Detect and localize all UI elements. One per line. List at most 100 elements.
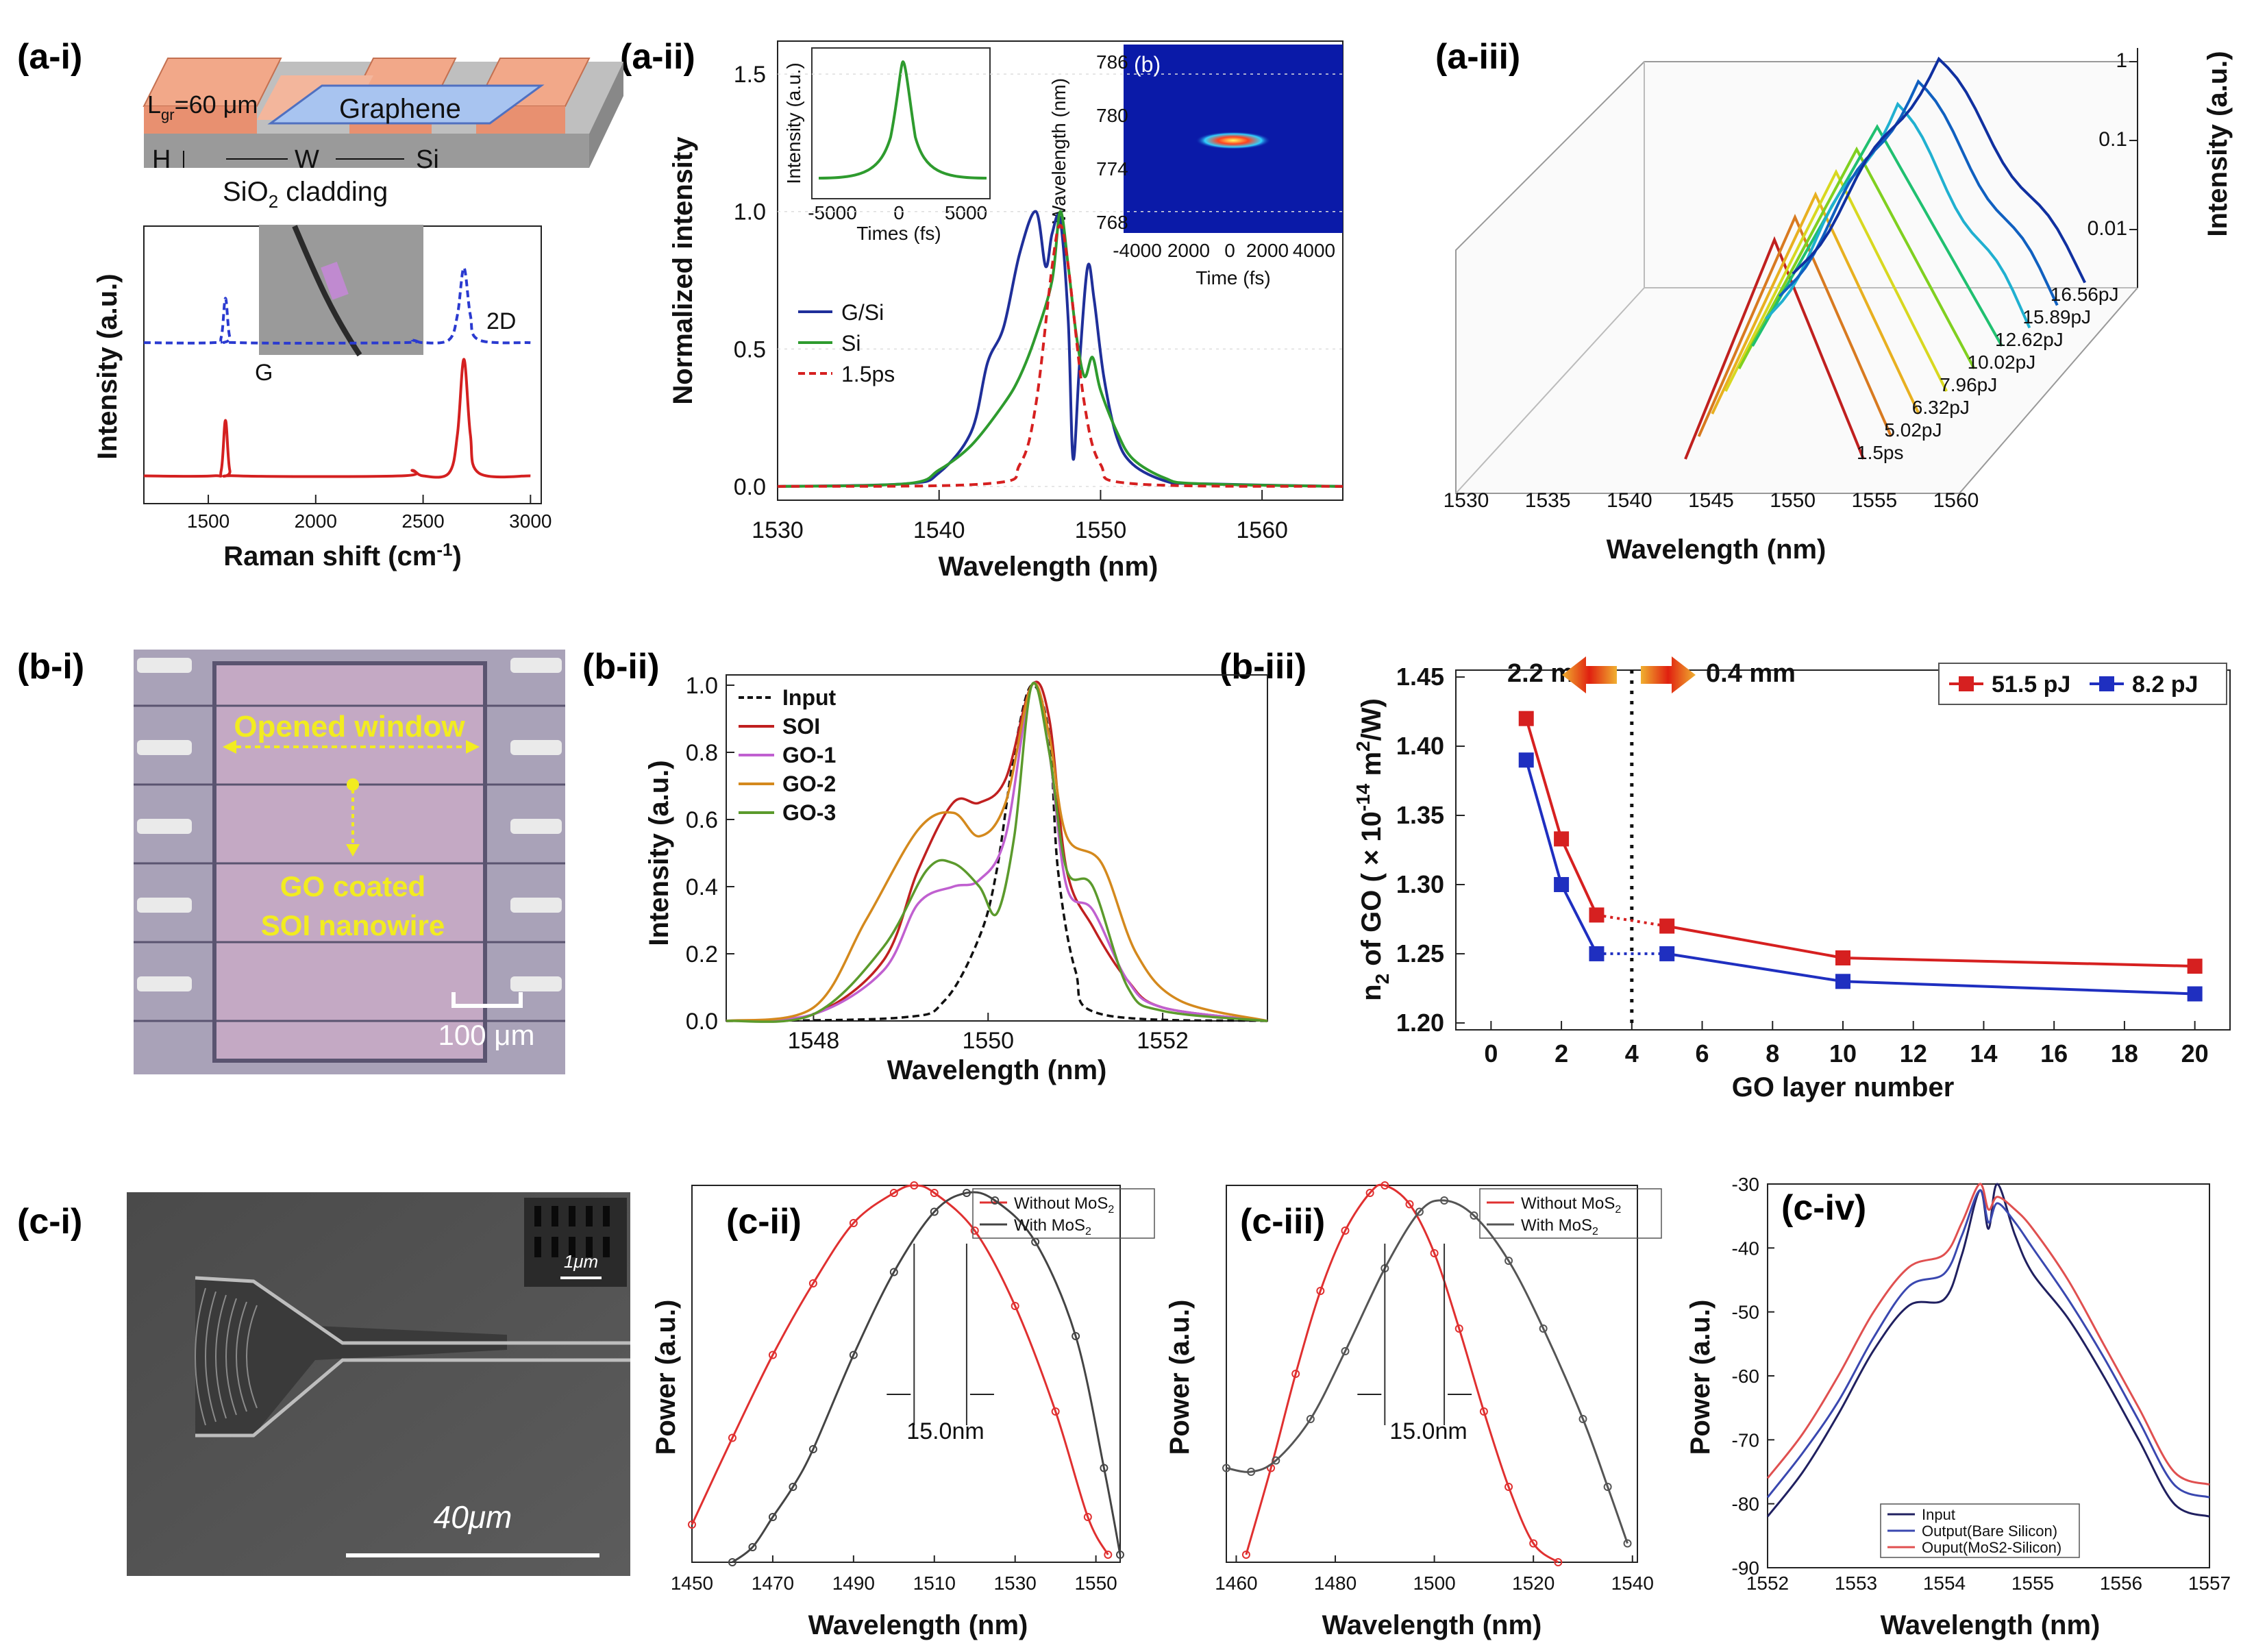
opened-window-label: Opened window	[234, 710, 465, 743]
b-iii-point-1-2	[1589, 946, 1605, 961]
b-ii-ytick-4: 0.8	[686, 740, 718, 766]
sem-image: 1μm 40μm	[127, 1192, 630, 1576]
inset2-xlabel: Time (fs)	[1196, 267, 1270, 288]
ch-c_iii-marker-1-8	[1470, 1211, 1478, 1220]
c-iv-ytick-3: -60	[1732, 1366, 1759, 1387]
ch-c_iii-xtick-2: 1500	[1413, 1573, 1455, 1594]
ch-c_ii-marker-1-4	[808, 1445, 817, 1453]
frame-c-ii	[691, 1185, 1121, 1563]
ch-c_iii-marker-1-7	[1440, 1196, 1449, 1205]
ch-c_ii-marker-0-11	[1083, 1513, 1092, 1521]
ch-c_ii-series-1	[732, 1191, 1122, 1564]
b-ii-xtick-2: 1552	[1137, 1028, 1189, 1054]
waterfall-chart-a-iii: Wavelength (nm) Intensity (a.u.) 1530 153…	[1444, 48, 2233, 565]
c-iv-series-1	[1766, 1189, 2210, 1499]
a-ii-series-1	[777, 210, 1343, 488]
b-iii-ytick-3: 1.35	[1396, 801, 1444, 829]
b-iii-point-0-3	[1659, 918, 1675, 934]
a-ii-ytick-1: 0.5	[734, 336, 766, 362]
ch-c_iii-series-1	[1226, 1199, 1628, 1544]
a-ii-ytick-0: 0.0	[734, 474, 766, 500]
frame-c-iv	[1767, 1183, 2210, 1568]
c-iv-legend-label-1: Output(Bare Silicon)	[1922, 1522, 2057, 1540]
c-iv-ytick-0: -90	[1732, 1557, 1759, 1579]
a-ii-legend-label-0: G/Si	[841, 300, 884, 325]
b-iii-legend-box	[1938, 663, 2227, 705]
ch-c_ii-xtick-4: 1530	[994, 1573, 1037, 1594]
graphene-sheet	[267, 84, 545, 125]
a-ii-ylabel: Normalized intensity	[668, 136, 698, 405]
ch-c_iii-marker-0-10	[1479, 1407, 1488, 1416]
spectrum-chart-c-iii: (c-iii) Power (a.u.) Wavelength (nm) 146…	[1165, 1181, 1662, 1640]
ch-c_iii-marker-1-10	[1539, 1324, 1548, 1333]
c-iv-ytick-5: -40	[1732, 1237, 1759, 1259]
a-iii-series-label-6: 15.89pJ	[2022, 306, 2091, 328]
b-iii-point-0-0	[1518, 711, 1534, 726]
a-iii-series-8	[1792, 56, 2086, 284]
ch-c_ii-legend-sub-1: 2	[1085, 1226, 1091, 1237]
ch-c_ii-marker-1-11	[1072, 1332, 1080, 1340]
ch-c_iii-marker-0-7	[1405, 1200, 1414, 1209]
b-ii-ytick-2: 0.4	[686, 874, 718, 900]
b-ii-xtick-0: 1548	[788, 1028, 840, 1054]
spectrum-chart-c-iv: (c-iv) Power (a.u.) Wavelength (nm) -90 -…	[1685, 1174, 2231, 1640]
b-ii-legend-label-4: GO-3	[782, 800, 836, 825]
go-coated-label-1: GO coated	[280, 870, 425, 902]
panel-label-a-i: (a-i)	[17, 37, 82, 77]
ch-c_ii-marker-1-3	[789, 1483, 797, 1491]
b-iii-xtick-2: 4	[1625, 1039, 1639, 1068]
scale-label-b-i: 100 μm	[438, 1019, 535, 1051]
ch-c_ii-marker-1-7	[930, 1207, 939, 1216]
b-ii-legend-label-1: SOI	[782, 714, 820, 739]
si-label: Si	[416, 145, 439, 174]
panel-label-c-iv: (c-iv)	[1781, 1188, 1866, 1228]
c-iii-xlabel: Wavelength (nm)	[1322, 1610, 1542, 1640]
raman-series-1	[143, 358, 531, 479]
c-iv-ylabel: Power (a.u.)	[1685, 1300, 1716, 1455]
b-ii-legend-label-2: GO-1	[782, 743, 836, 767]
a-iii-series-label-5: 12.62pJ	[1995, 329, 2064, 350]
ch-c_iii-legend-box	[1479, 1188, 1662, 1239]
b-iii-legend-label-1: 8.2 pJ	[2132, 671, 2198, 698]
c-ii-ylabel: Power (a.u.)	[651, 1300, 681, 1455]
inset1-xlabel: Times (fs)	[856, 223, 941, 244]
a-iii-xlabel: Wavelength (nm)	[1607, 534, 1826, 565]
inset2-xtick-3: 0	[1224, 240, 1235, 261]
a-ii-legend-label-1: Si	[841, 331, 860, 356]
a-iii-xtick-6: 1560	[1933, 489, 1979, 512]
ch-c_ii-marker-1-12	[1100, 1464, 1109, 1472]
inset2-label: (b)	[1134, 52, 1161, 77]
lgr-label: Lgr=60 μm	[147, 90, 258, 123]
a-ii-series-0	[777, 210, 1343, 488]
h-label: H	[152, 145, 171, 174]
inset2-ytick-2: 780	[1096, 105, 1128, 126]
ch-c_iii-series-0	[1245, 1183, 1559, 1564]
a-iii-series-label-4: 10.02pJ	[1968, 352, 2036, 373]
inset2-ytick-4: 768	[1096, 212, 1128, 233]
inset2-ytick-1: 786	[1096, 51, 1128, 73]
b-iii-xtick-8: 16	[2040, 1039, 2068, 1068]
a-iii-ztick-2: 0.01	[2088, 217, 2127, 240]
a-ii-xtick-0: 1530	[752, 517, 804, 543]
ch-c_ii-legend-label-0: Without MoS2	[1014, 1194, 1114, 1216]
b-iii-ytick-5: 1.45	[1396, 663, 1444, 691]
ch-c_ii-marker-0-10	[1051, 1407, 1060, 1416]
b-iii-point-1-1	[1554, 876, 1570, 892]
inset2-ytick-3: 774	[1096, 158, 1128, 180]
ch-c_iii-marker-1-11	[1578, 1415, 1587, 1423]
b-ii-ytick-0: 0.0	[686, 1009, 718, 1035]
b-iii-point-0-5	[2187, 959, 2203, 974]
c-iv-xtick-0: 1552	[1746, 1573, 1789, 1594]
ch-c_iii-xtick-1: 1480	[1314, 1573, 1357, 1594]
ch-c_iii-marker-0-2	[1291, 1370, 1300, 1378]
b-ii-xtick-1: 1550	[962, 1028, 1014, 1054]
b-ii-series-3	[726, 682, 1268, 1022]
ch-c_ii-marker-0-12	[1104, 1551, 1113, 1559]
a-iii-xtick-0: 1530	[1444, 489, 1489, 512]
ch-c_ii-marker-0-0	[688, 1520, 696, 1529]
a-iii-series-1	[1697, 214, 1893, 437]
inset2-xtick-5: 4000	[1293, 240, 1335, 261]
b-iii-point-1-3	[1659, 946, 1675, 961]
a-iii-ylabel: Intensity (a.u.)	[2203, 51, 2233, 236]
c-iv-xtick-1: 1553	[1835, 1573, 1877, 1594]
